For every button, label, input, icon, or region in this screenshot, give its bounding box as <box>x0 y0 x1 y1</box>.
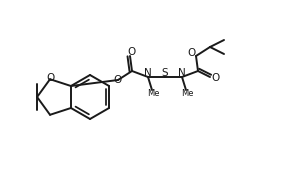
Text: N: N <box>178 68 186 78</box>
Text: O: O <box>128 47 136 57</box>
Text: O: O <box>114 75 122 85</box>
Text: S: S <box>162 68 168 78</box>
Text: N: N <box>144 68 152 78</box>
Text: O: O <box>188 48 196 58</box>
Text: O: O <box>46 73 54 83</box>
Text: O: O <box>211 73 219 83</box>
Text: Me: Me <box>147 90 159 98</box>
Text: Me: Me <box>181 90 193 98</box>
